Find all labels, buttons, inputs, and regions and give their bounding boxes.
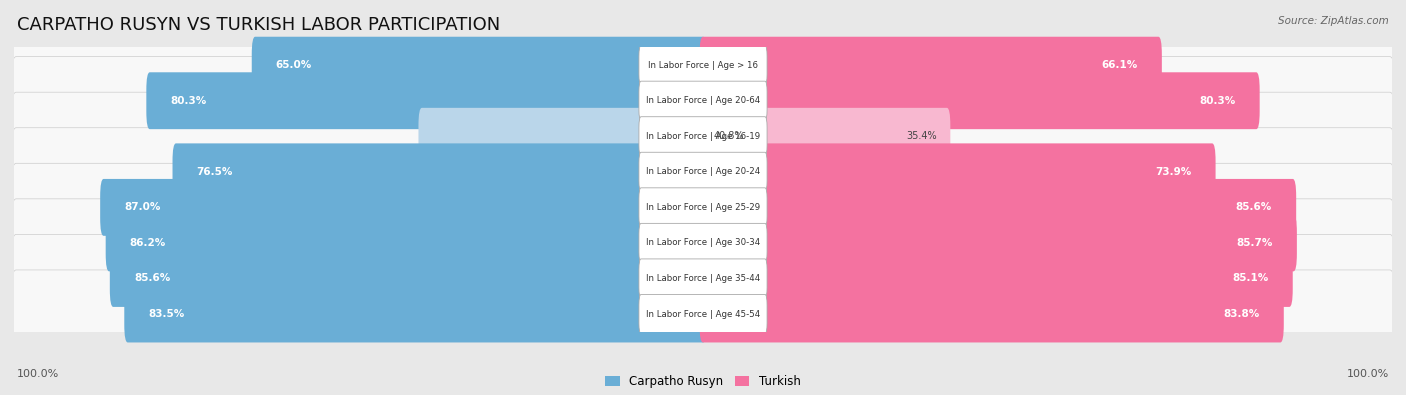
- Text: 100.0%: 100.0%: [1347, 369, 1389, 379]
- FancyBboxPatch shape: [638, 295, 768, 333]
- Text: 86.2%: 86.2%: [129, 238, 166, 248]
- FancyBboxPatch shape: [638, 117, 768, 156]
- FancyBboxPatch shape: [252, 37, 706, 94]
- FancyBboxPatch shape: [700, 250, 1292, 307]
- FancyBboxPatch shape: [700, 214, 1296, 271]
- FancyBboxPatch shape: [700, 37, 1161, 94]
- Text: In Labor Force | Age 16-19: In Labor Force | Age 16-19: [645, 132, 761, 141]
- FancyBboxPatch shape: [638, 188, 768, 227]
- FancyBboxPatch shape: [700, 108, 950, 165]
- Text: In Labor Force | Age 35-44: In Labor Force | Age 35-44: [645, 274, 761, 283]
- Text: 85.6%: 85.6%: [134, 273, 170, 284]
- FancyBboxPatch shape: [11, 128, 1395, 216]
- Text: Source: ZipAtlas.com: Source: ZipAtlas.com: [1278, 16, 1389, 26]
- Text: 80.3%: 80.3%: [170, 96, 207, 106]
- Text: 76.5%: 76.5%: [197, 167, 233, 177]
- Text: 73.9%: 73.9%: [1156, 167, 1191, 177]
- FancyBboxPatch shape: [11, 234, 1395, 323]
- Text: In Labor Force | Age 45-54: In Labor Force | Age 45-54: [645, 310, 761, 318]
- FancyBboxPatch shape: [146, 72, 706, 129]
- Text: 66.1%: 66.1%: [1101, 60, 1137, 70]
- FancyBboxPatch shape: [700, 143, 1216, 200]
- FancyBboxPatch shape: [638, 223, 768, 262]
- FancyBboxPatch shape: [700, 179, 1296, 236]
- FancyBboxPatch shape: [100, 179, 706, 236]
- Text: 100.0%: 100.0%: [17, 369, 59, 379]
- FancyBboxPatch shape: [11, 21, 1395, 109]
- Text: 85.1%: 85.1%: [1233, 273, 1268, 284]
- Text: In Labor Force | Age > 16: In Labor Force | Age > 16: [648, 61, 758, 70]
- Text: In Labor Force | Age 20-24: In Labor Force | Age 20-24: [645, 167, 761, 176]
- FancyBboxPatch shape: [638, 152, 768, 191]
- FancyBboxPatch shape: [11, 163, 1395, 252]
- FancyBboxPatch shape: [11, 270, 1395, 358]
- FancyBboxPatch shape: [638, 81, 768, 120]
- FancyBboxPatch shape: [124, 286, 706, 342]
- Text: 40.8%: 40.8%: [713, 131, 744, 141]
- FancyBboxPatch shape: [110, 250, 706, 307]
- Legend: Carpatho Rusyn, Turkish: Carpatho Rusyn, Turkish: [606, 376, 800, 388]
- Text: 85.7%: 85.7%: [1236, 238, 1272, 248]
- FancyBboxPatch shape: [11, 56, 1395, 145]
- Text: 83.8%: 83.8%: [1223, 309, 1260, 319]
- Text: In Labor Force | Age 25-29: In Labor Force | Age 25-29: [645, 203, 761, 212]
- Text: 83.5%: 83.5%: [149, 309, 184, 319]
- FancyBboxPatch shape: [105, 214, 706, 271]
- FancyBboxPatch shape: [638, 45, 768, 85]
- Text: 35.4%: 35.4%: [905, 131, 936, 141]
- FancyBboxPatch shape: [419, 108, 706, 165]
- Text: In Labor Force | Age 30-34: In Labor Force | Age 30-34: [645, 239, 761, 247]
- Text: In Labor Force | Age 20-64: In Labor Force | Age 20-64: [645, 96, 761, 105]
- Text: CARPATHO RUSYN VS TURKISH LABOR PARTICIPATION: CARPATHO RUSYN VS TURKISH LABOR PARTICIP…: [17, 16, 501, 34]
- FancyBboxPatch shape: [173, 143, 706, 200]
- Text: 85.6%: 85.6%: [1236, 202, 1272, 213]
- Text: 65.0%: 65.0%: [276, 60, 312, 70]
- Text: 87.0%: 87.0%: [124, 202, 160, 213]
- FancyBboxPatch shape: [11, 199, 1395, 287]
- FancyBboxPatch shape: [638, 259, 768, 298]
- FancyBboxPatch shape: [700, 286, 1284, 342]
- FancyBboxPatch shape: [11, 92, 1395, 181]
- Text: 80.3%: 80.3%: [1199, 96, 1236, 106]
- FancyBboxPatch shape: [700, 72, 1260, 129]
